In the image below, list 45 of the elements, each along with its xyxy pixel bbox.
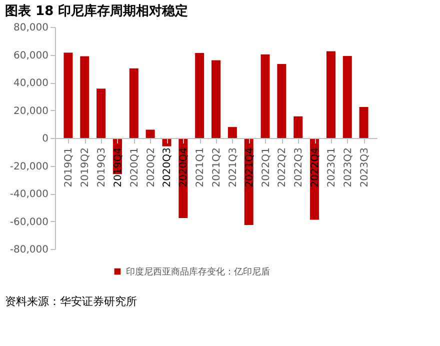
bar xyxy=(129,68,138,138)
bar xyxy=(195,52,204,138)
x-tick-label: 2019Q1 xyxy=(64,148,75,188)
x-tick-label: 2020Q2 xyxy=(146,148,157,188)
bar xyxy=(80,56,90,138)
bar xyxy=(96,88,106,138)
y-tick-label: 0 xyxy=(42,134,48,144)
bar xyxy=(277,64,286,138)
bar xyxy=(342,56,352,138)
x-tick-label: 2023Q2 xyxy=(342,148,354,188)
x-tick-label: 2021Q1 xyxy=(195,148,206,188)
bar xyxy=(212,60,220,138)
x-tick-label: 2020Q1 xyxy=(129,148,140,188)
x-tick-label: 2019Q2 xyxy=(80,148,92,188)
x-tick-label: 2022Q4 xyxy=(310,148,322,188)
x-tick-label: 2021Q3 xyxy=(228,148,239,188)
bar xyxy=(294,116,303,138)
bar xyxy=(228,127,237,138)
chart-title: 图表 18 印尼库存周期相对稳定 xyxy=(5,3,188,19)
x-tick-label: 2023Q1 xyxy=(326,148,338,188)
x-tick-label: 2022Q2 xyxy=(277,148,288,188)
y-tick-label: -20,000 xyxy=(10,161,48,172)
bar xyxy=(146,130,155,138)
y-tick-label: 20,000 xyxy=(14,106,48,117)
bar xyxy=(359,107,368,138)
x-tick-label: 2020Q3 xyxy=(162,148,174,188)
y-tick-label: -60,000 xyxy=(10,216,48,228)
bar xyxy=(260,54,270,138)
x-tick-label: 2019Q3 xyxy=(96,148,108,188)
x-tick-label: 2019Q4 xyxy=(112,148,124,188)
y-tick-label: 60,000 xyxy=(14,50,48,62)
x-tick-label: 2021Q4 xyxy=(244,148,256,188)
x-tick-label: 2020Q4 xyxy=(178,148,190,188)
x-tick-label: 2022Q1 xyxy=(260,148,272,188)
bar xyxy=(64,52,73,138)
y-tick-label: -80,000 xyxy=(10,244,48,256)
x-tick-label: 2021Q2 xyxy=(212,148,222,188)
y-tick-label: -40,000 xyxy=(10,189,48,200)
x-tick-label: 2023Q3 xyxy=(359,148,370,188)
y-tick-label: 80,000 xyxy=(14,22,48,34)
y-tick-label: 40,000 xyxy=(14,78,48,89)
text: 资料来源：华安证券研究所 xyxy=(5,295,137,308)
x-tick-label: 2022Q3 xyxy=(294,148,305,188)
legend-label: 印度尼西亚商品库存变化：亿印尼盾 xyxy=(126,266,270,278)
bar xyxy=(326,51,336,138)
